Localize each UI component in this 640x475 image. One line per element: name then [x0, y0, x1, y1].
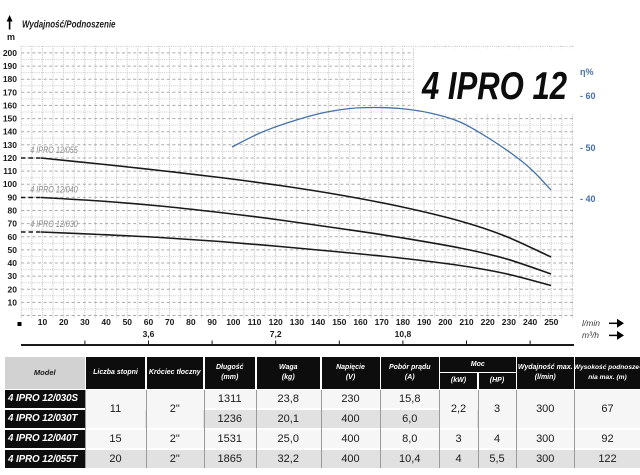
svg-text:10: 10	[38, 317, 48, 327]
svg-text:4 IPRO 12/055: 4 IPRO 12/055	[30, 145, 78, 155]
svg-text:50: 50	[123, 317, 133, 327]
svg-text:70: 70	[165, 317, 175, 327]
svg-text:200: 200	[3, 48, 17, 58]
svg-text:190: 190	[417, 317, 431, 327]
svg-text:100: 100	[226, 317, 240, 327]
svg-text:240: 240	[523, 317, 537, 327]
svg-text:60: 60	[8, 232, 18, 242]
svg-text:190: 190	[3, 61, 17, 71]
svg-text:200: 200	[438, 317, 452, 327]
svg-text:250: 250	[544, 317, 558, 327]
svg-text:180: 180	[396, 317, 410, 327]
svg-text:90: 90	[8, 192, 18, 202]
svg-text:m: m	[7, 32, 15, 42]
svg-text:170: 170	[375, 317, 389, 327]
svg-text:220: 220	[481, 317, 495, 327]
svg-text:20: 20	[8, 284, 18, 294]
svg-text:230: 230	[502, 317, 516, 327]
svg-text:150: 150	[3, 114, 17, 124]
svg-text:60: 60	[144, 317, 154, 327]
svg-text:4 IPRO 12/040: 4 IPRO 12/040	[30, 185, 78, 195]
svg-text:160: 160	[3, 100, 17, 110]
svg-text:80: 80	[186, 317, 196, 327]
svg-text:210: 210	[459, 317, 473, 327]
svg-text:140: 140	[311, 317, 325, 327]
svg-text:l/min: l/min	[582, 318, 600, 328]
svg-text:120: 120	[3, 153, 17, 163]
svg-text:m³/h: m³/h	[582, 330, 599, 340]
svg-text:- 40: - 40	[580, 194, 596, 204]
svg-text:- 50: - 50	[580, 143, 596, 153]
svg-text:140: 140	[3, 127, 17, 137]
svg-text:110: 110	[3, 166, 17, 176]
svg-text:120: 120	[269, 317, 283, 327]
svg-text:180: 180	[3, 74, 17, 84]
svg-text:150: 150	[332, 317, 346, 327]
svg-text:3,6: 3,6	[143, 329, 155, 339]
svg-text:η%: η%	[580, 67, 594, 77]
svg-text:80: 80	[8, 206, 18, 216]
svg-text:30: 30	[80, 317, 90, 327]
svg-text:10,8: 10,8	[395, 329, 412, 339]
svg-text:170: 170	[3, 87, 17, 97]
svg-text:40: 40	[8, 258, 18, 268]
svg-text:130: 130	[290, 317, 304, 327]
svg-text:4 IPRO 12/030: 4 IPRO 12/030	[30, 219, 78, 229]
svg-text:7,2: 7,2	[270, 329, 282, 339]
svg-text:130: 130	[3, 140, 17, 150]
svg-text:Wydajność/Podnoszenie: Wydajność/Podnoszenie	[22, 19, 116, 31]
svg-text:4 IPRO 12: 4 IPRO 12	[421, 65, 567, 108]
svg-text:100: 100	[3, 179, 17, 189]
svg-text:40: 40	[101, 317, 111, 327]
svg-text:10: 10	[8, 297, 18, 307]
svg-text:50: 50	[8, 245, 18, 255]
svg-text:160: 160	[353, 317, 367, 327]
svg-text:- 60: - 60	[580, 91, 596, 101]
svg-text:20: 20	[59, 317, 69, 327]
svg-text:90: 90	[207, 317, 217, 327]
svg-text:30: 30	[8, 271, 18, 281]
svg-text:70: 70	[8, 219, 18, 229]
svg-text:110: 110	[248, 317, 262, 327]
